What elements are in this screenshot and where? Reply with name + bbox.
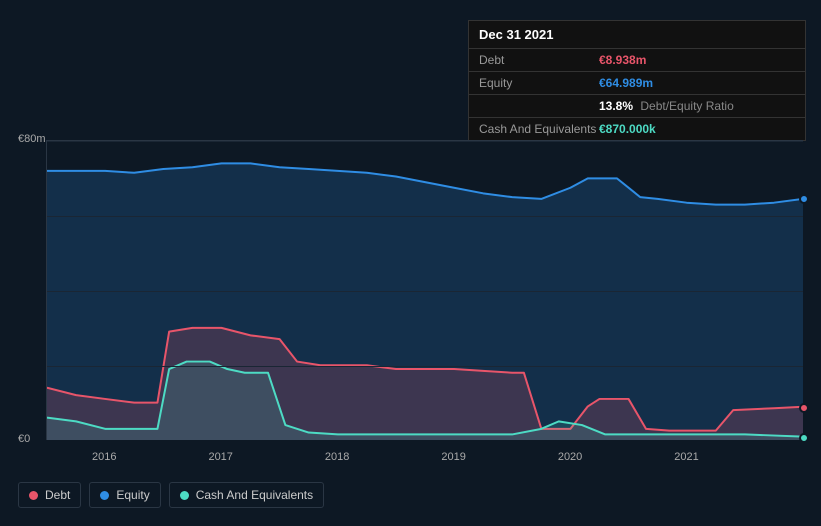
y-axis-label: €0 <box>18 433 30 445</box>
tooltip-row-sublabel: Debt/Equity Ratio <box>637 99 734 113</box>
y-axis-label: €80m <box>18 133 46 145</box>
legend-dot <box>29 491 38 500</box>
legend-label: Cash And Equivalents <box>196 488 313 502</box>
tooltip-row-label: Equity <box>479 76 599 90</box>
gridline <box>47 216 803 217</box>
legend-dot <box>180 491 189 500</box>
tooltip-row-value: €8.938m <box>599 53 646 67</box>
series-end-marker <box>799 194 809 204</box>
debt-equity-chart: €0 €80m 2016 2017 2018 2019 2020 2021 <box>18 125 803 465</box>
x-axis-label: 2019 <box>441 451 465 463</box>
gridline <box>47 291 803 292</box>
legend-label: Debt <box>45 488 70 502</box>
tooltip-row-value: 13.8% Debt/Equity Ratio <box>599 99 734 113</box>
tooltip-row-label <box>479 99 599 113</box>
x-axis-label: 2021 <box>674 451 698 463</box>
legend-item-equity[interactable]: Equity <box>89 482 160 508</box>
gridline <box>47 366 803 367</box>
plot-area <box>46 140 803 440</box>
legend-label: Equity <box>116 488 149 502</box>
x-axis-label: 2020 <box>558 451 582 463</box>
x-axis-label: 2018 <box>325 451 349 463</box>
x-axis-label: 2016 <box>92 451 116 463</box>
legend-dot <box>100 491 109 500</box>
tooltip-date: Dec 31 2021 <box>469 21 805 48</box>
hover-tooltip: Dec 31 2021 Debt€8.938mEquity€64.989m13.… <box>468 20 806 141</box>
tooltip-row: Debt€8.938m <box>469 48 805 71</box>
tooltip-row: 13.8% Debt/Equity Ratio <box>469 94 805 117</box>
legend-item-cash-and-equivalents[interactable]: Cash And Equivalents <box>169 482 324 508</box>
tooltip-row-value: €64.989m <box>599 76 653 90</box>
series-end-marker <box>799 403 809 413</box>
legend: Debt Equity Cash And Equivalents <box>18 482 324 508</box>
tooltip-row: Equity€64.989m <box>469 71 805 94</box>
gridline <box>47 141 803 142</box>
series-end-marker <box>799 433 809 443</box>
x-axis-label: 2017 <box>208 451 232 463</box>
tooltip-row-label: Debt <box>479 53 599 67</box>
legend-item-debt[interactable]: Debt <box>18 482 81 508</box>
